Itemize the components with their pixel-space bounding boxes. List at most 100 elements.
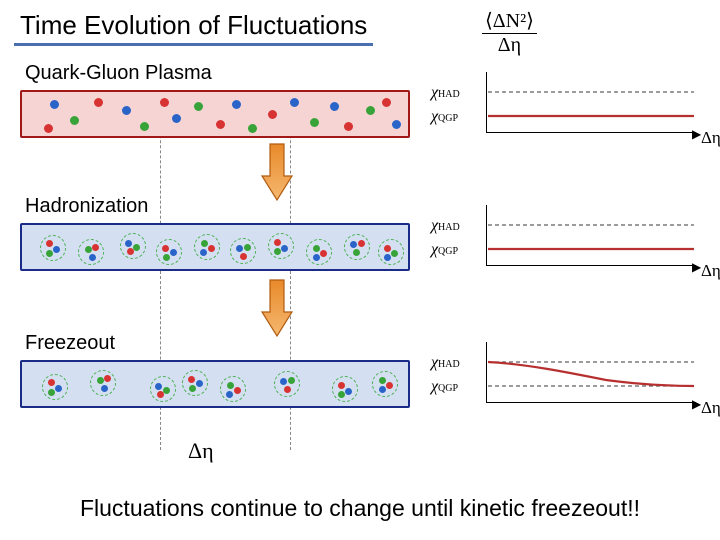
quark-dot: [216, 120, 225, 129]
quark-dot: [244, 244, 251, 251]
quark-dot: [313, 245, 320, 252]
label-chi-qgp: χQGP: [431, 241, 458, 259]
quark-dot: [227, 382, 234, 389]
quark-dot: [172, 114, 181, 123]
quark-dot: [232, 100, 241, 109]
quark-dot: [53, 246, 60, 253]
panel-hadronization: [20, 223, 410, 271]
hadron-cluster: [344, 234, 370, 260]
quark-dot: [284, 386, 291, 393]
delta-eta-label: Δη: [188, 438, 214, 464]
quark-dot: [392, 120, 401, 129]
label-chi-qgp: χQGP: [431, 378, 458, 396]
quark-dot: [288, 377, 295, 384]
hadron-cluster: [332, 376, 358, 402]
quark-dot: [140, 122, 149, 131]
label-chi-had: χHAD: [431, 354, 460, 372]
label-qgp: Quark-Gluon Plasma: [25, 62, 212, 85]
hadron-cluster: [90, 370, 116, 396]
quark-dot: [70, 116, 79, 125]
quark-dot: [330, 102, 339, 111]
evolution-arrow-icon: [260, 278, 294, 338]
slide-title-wrap: Time Evolution of Fluctuations: [14, 10, 373, 46]
hadron-cluster: [182, 370, 208, 396]
quark-dot: [268, 110, 277, 119]
quark-dot: [236, 245, 243, 252]
hadron-cluster: [42, 374, 68, 400]
quark-dot: [201, 240, 208, 247]
hadron-cluster: [194, 234, 220, 260]
hadron-cluster: [268, 233, 294, 259]
hadron-cluster: [220, 376, 246, 402]
quark-dot: [274, 239, 281, 246]
quark-dot: [226, 391, 233, 398]
quark-dot: [386, 382, 393, 389]
hadron-cluster: [156, 239, 182, 265]
label-chi-had: χHAD: [431, 84, 460, 102]
quark-dot: [196, 380, 203, 387]
hadron-cluster: [372, 371, 398, 397]
quark-dot: [379, 386, 386, 393]
axis-label-delta-eta: Δη: [701, 398, 720, 418]
quark-dot: [200, 249, 207, 256]
quark-dot: [97, 377, 104, 384]
panel-freezeout: [20, 360, 410, 408]
quark-dot: [338, 382, 345, 389]
quark-dot: [313, 254, 320, 261]
quark-dot: [350, 241, 357, 248]
quark-dot: [391, 250, 398, 257]
quark-dot: [55, 385, 62, 392]
fraction-denominator: Δη: [482, 34, 537, 57]
hadron-cluster: [378, 239, 404, 265]
quark-dot: [122, 106, 131, 115]
quark-dot: [162, 245, 169, 252]
label-chi-qgp: χQGP: [431, 108, 458, 126]
axis-label-delta-eta: Δη: [701, 128, 720, 148]
quark-dot: [310, 118, 319, 127]
quark-dot: [94, 98, 103, 107]
quark-dot: [44, 124, 53, 133]
fraction-numerator: ⟨ΔN²⟩: [482, 8, 537, 34]
quark-dot: [344, 122, 353, 131]
axis-label-delta-eta: Δη: [701, 261, 720, 281]
quark-dot: [163, 387, 170, 394]
quark-dot: [50, 100, 59, 109]
hadron-cluster: [40, 235, 66, 261]
quark-dot: [89, 254, 96, 261]
quark-dot: [157, 391, 164, 398]
hadron-cluster: [150, 376, 176, 402]
fraction-delta-n2: ⟨ΔN²⟩ Δη: [482, 8, 537, 57]
quark-dot: [48, 389, 55, 396]
label-hadronize: Hadronization: [25, 195, 148, 218]
hadron-cluster: [120, 233, 146, 259]
quark-dot: [194, 102, 203, 111]
conclusion-text: Fluctuations continue to change until ki…: [0, 495, 720, 522]
quark-dot: [160, 98, 169, 107]
quark-dot: [46, 250, 53, 257]
quark-dot: [104, 375, 111, 382]
quark-dot: [240, 253, 247, 260]
quark-dot: [188, 376, 195, 383]
quark-dot: [101, 385, 108, 392]
quark-dot: [358, 240, 365, 247]
quark-dot: [353, 249, 360, 256]
quark-dot: [366, 106, 375, 115]
hadron-cluster: [274, 371, 300, 397]
evolution-arrow-icon: [260, 142, 294, 202]
quark-dot: [189, 385, 196, 392]
quark-dot: [234, 387, 241, 394]
quark-dot: [274, 248, 281, 255]
quark-dot: [384, 245, 391, 252]
quark-dot: [280, 378, 287, 385]
quark-dot: [320, 250, 327, 257]
quark-dot: [338, 391, 345, 398]
quark-dot: [163, 254, 170, 261]
quark-dot: [125, 240, 132, 247]
quark-dot: [48, 379, 55, 386]
hadron-cluster: [306, 239, 332, 265]
quark-dot: [85, 246, 92, 253]
quark-dot: [46, 240, 53, 247]
quark-dot: [133, 244, 140, 251]
quark-dot: [248, 124, 257, 133]
label-freezeout: Freezeout: [25, 332, 115, 355]
